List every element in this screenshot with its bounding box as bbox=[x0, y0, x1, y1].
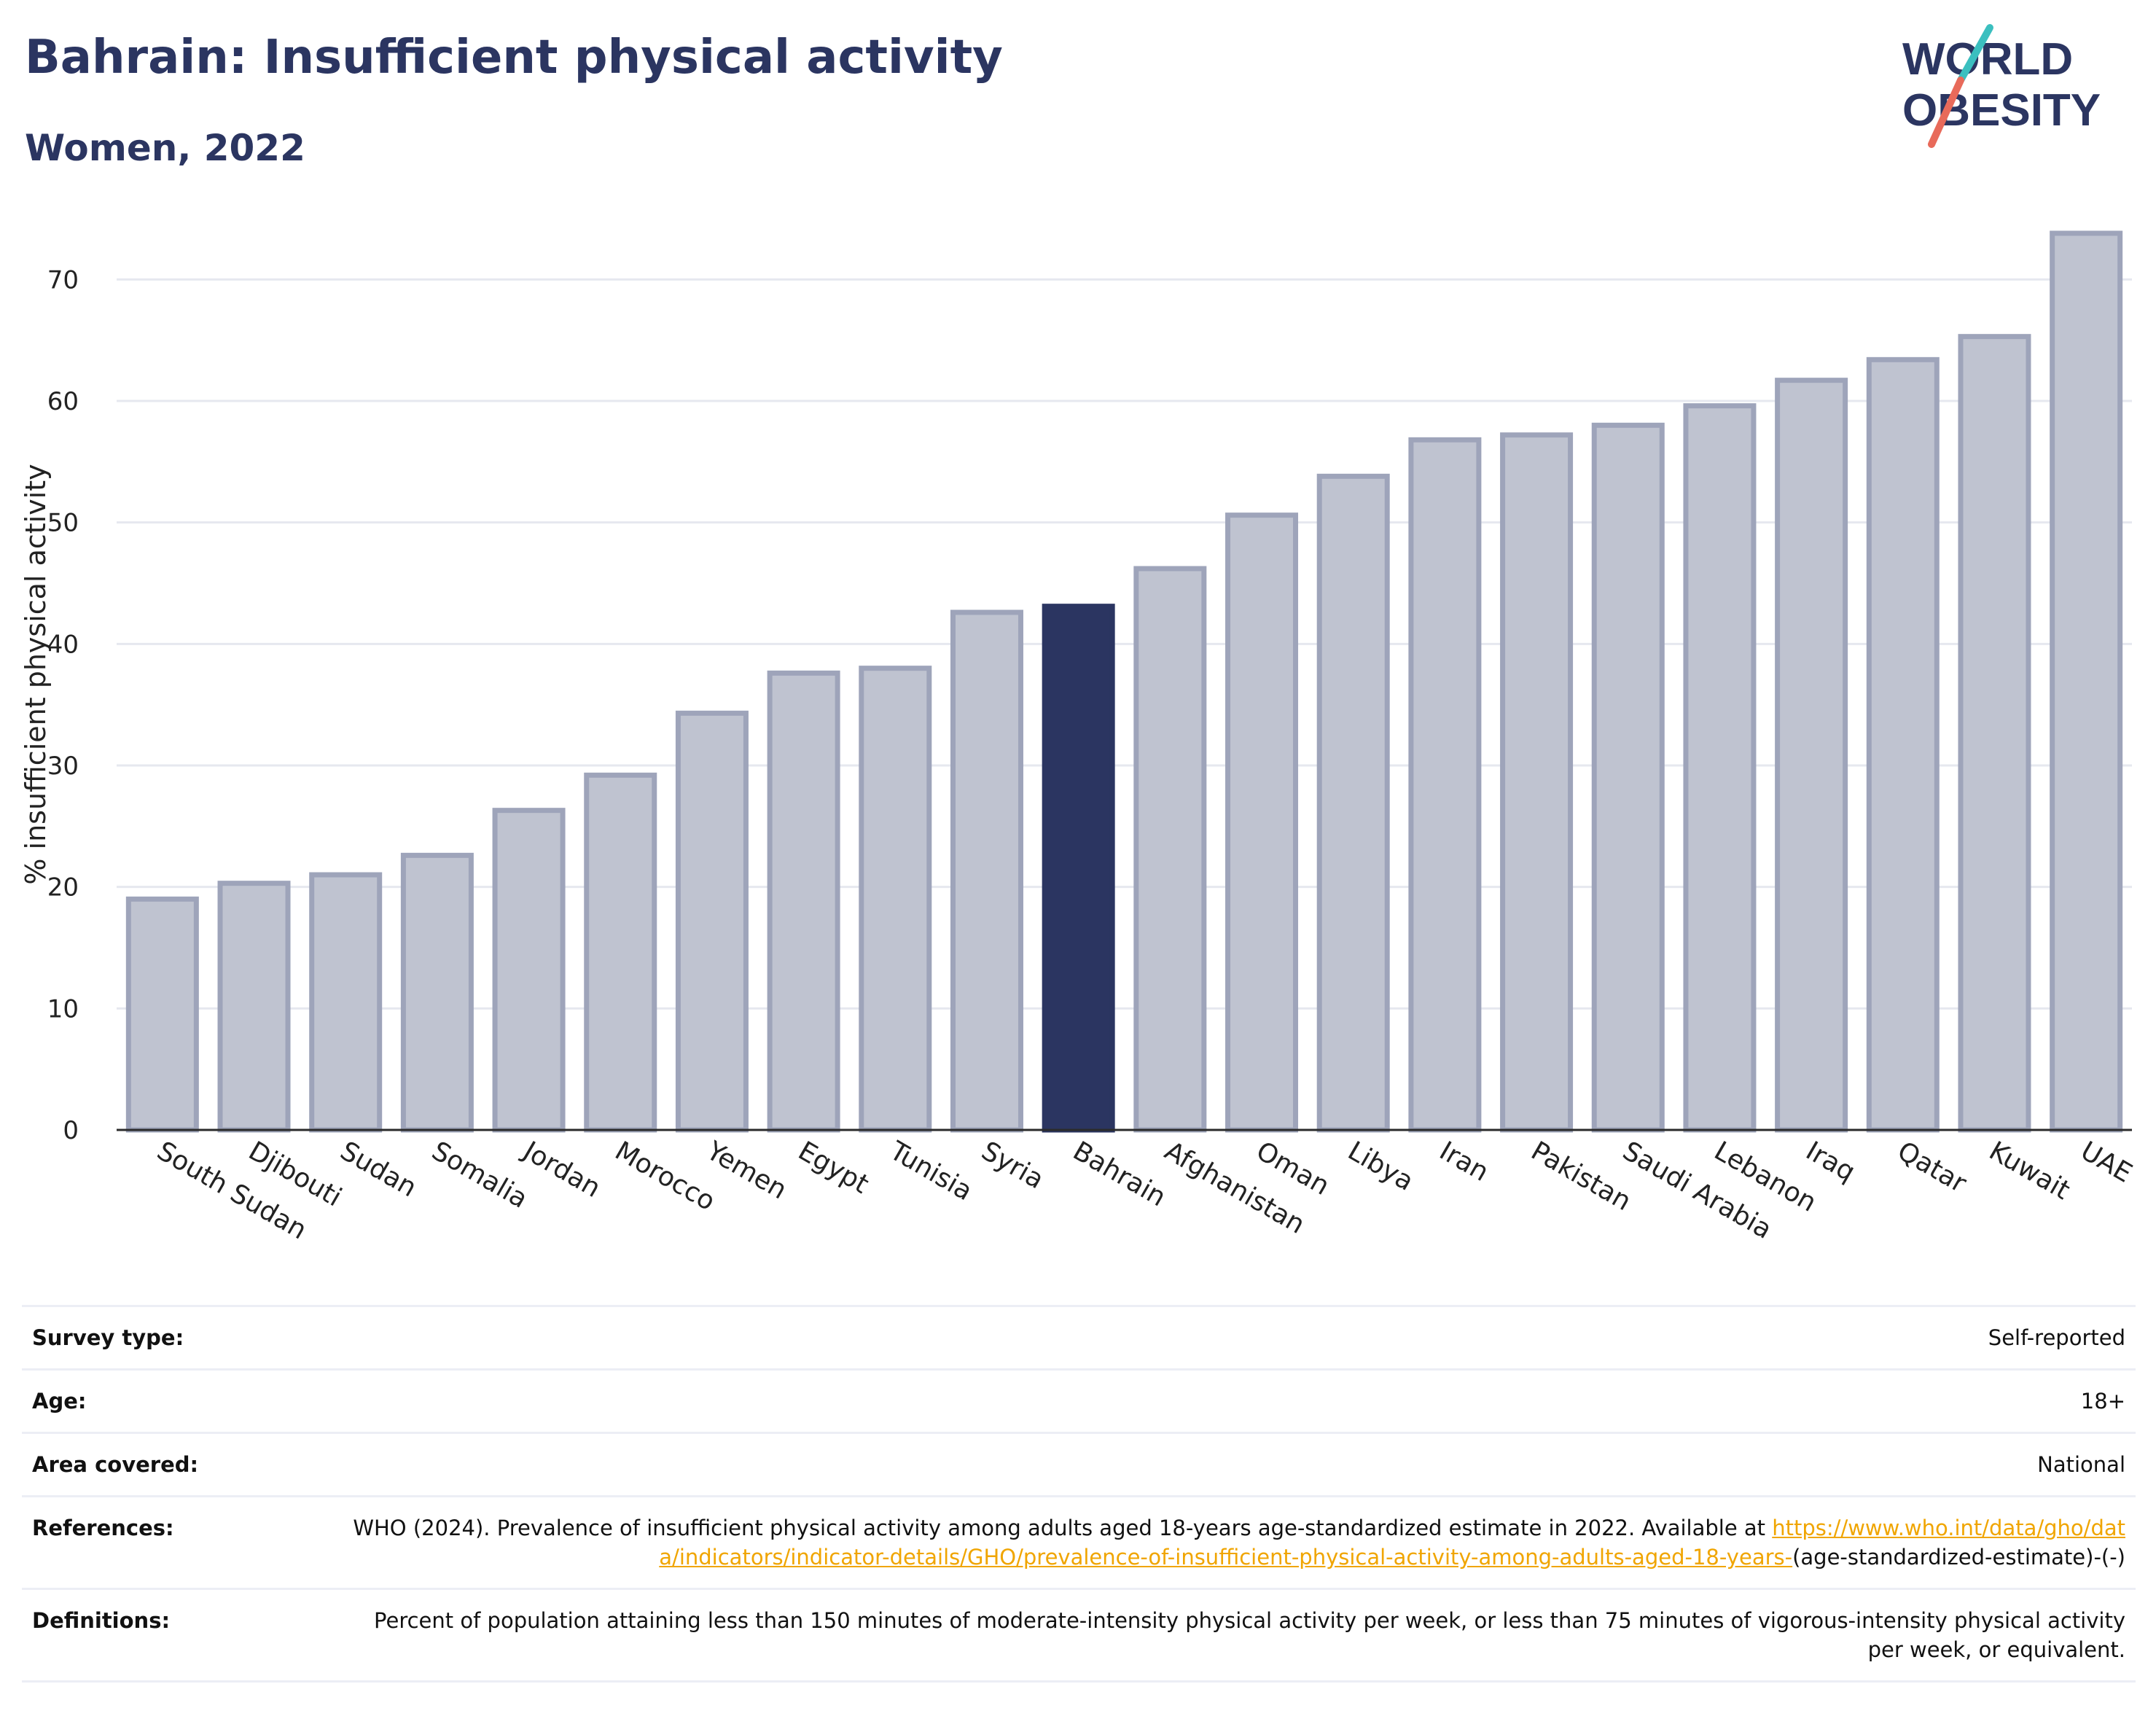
bar-somalia bbox=[400, 852, 474, 1133]
survey-type-label: Survey type: bbox=[32, 1325, 184, 1350]
references-suffix: (age-standardized-estimate)-(-) bbox=[1792, 1545, 2125, 1570]
bar-libya bbox=[1316, 473, 1390, 1133]
bar-kuwait bbox=[1958, 334, 2031, 1133]
bar-jordan bbox=[492, 808, 566, 1133]
survey-type-value: Self-reported bbox=[1988, 1325, 2125, 1350]
y-tick-label: 50 bbox=[47, 509, 79, 538]
svg-text:OBESITY: OBESITY bbox=[1902, 85, 2101, 136]
x-tick-label: Kuwait bbox=[1984, 1136, 2075, 1206]
y-axis-ticks: 0 10 20 30 40 50 60 70 bbox=[47, 265, 79, 1145]
x-tick-label: Sudan bbox=[335, 1136, 422, 1203]
bar-yemen bbox=[675, 710, 749, 1133]
x-tick-label: UAE bbox=[2076, 1136, 2137, 1188]
bar-lebanon bbox=[1683, 403, 1757, 1133]
references-value: WHO (2024). Prevalence of insufficient p… bbox=[338, 1513, 2125, 1572]
bar-morocco bbox=[584, 772, 657, 1133]
info-table: Survey type: Self-reported Age: 18+ Area… bbox=[22, 1305, 2136, 1683]
bar-oman bbox=[1225, 512, 1299, 1133]
bar-sudan bbox=[309, 872, 383, 1133]
y-tick-label: 70 bbox=[47, 265, 79, 295]
x-tick-label: Pakistan bbox=[1526, 1136, 1636, 1217]
definitions-label: Definitions: bbox=[32, 1608, 171, 1633]
svg-text:WORLD: WORLD bbox=[1902, 34, 2073, 85]
bar-chart: 0 10 20 30 40 50 60 70 South SudanDjiboutiSudan… bbox=[20, 230, 2137, 1246]
bar-iran bbox=[1408, 437, 1482, 1133]
x-tick-label: Syria bbox=[976, 1136, 1048, 1195]
bar-djibouti bbox=[217, 881, 291, 1133]
page-subtitle: Women, 2022 bbox=[25, 127, 305, 169]
bar-pakistan bbox=[1500, 432, 1574, 1133]
bar-south-sudan bbox=[125, 896, 199, 1133]
bar-saudi-arabia bbox=[1591, 422, 1665, 1133]
bar-syria bbox=[950, 609, 1023, 1133]
bar-tunisia bbox=[859, 666, 932, 1133]
definitions-value: Percent of population attaining less tha… bbox=[374, 1608, 2125, 1662]
area-covered-label: Area covered: bbox=[32, 1452, 199, 1477]
area-covered-value: National bbox=[2037, 1452, 2125, 1477]
definitions-row: Definitions: Percent of population attai… bbox=[22, 1588, 2136, 1683]
bar-iraq bbox=[1775, 378, 1848, 1133]
y-tick-label: 10 bbox=[47, 994, 79, 1024]
x-tick-label: Iran bbox=[1434, 1136, 1493, 1188]
y-axis-label: % insufficient physical activity bbox=[20, 464, 52, 884]
page-title: Bahrain: Insufficient physical activity bbox=[25, 31, 1003, 85]
x-tick-label: Libya bbox=[1343, 1136, 1418, 1197]
y-tick-label: 0 bbox=[63, 1116, 79, 1145]
x-tick-label: Bahrain bbox=[1068, 1136, 1171, 1212]
y-tick-label: 40 bbox=[47, 630, 79, 659]
x-tick-label: Iraq bbox=[1801, 1136, 1860, 1188]
x-tick-label: Qatar bbox=[1892, 1136, 1971, 1198]
x-tick-label: Somalia bbox=[426, 1136, 532, 1214]
world-obesity-logo: WORLD OBESITY bbox=[1902, 24, 2101, 148]
y-tick-label: 20 bbox=[47, 873, 79, 902]
bars bbox=[125, 230, 2123, 1133]
x-tick-label: Tunisia bbox=[884, 1136, 977, 1206]
bar-egypt bbox=[767, 670, 840, 1133]
age-value: 18+ bbox=[2080, 1389, 2125, 1414]
references-label: References: bbox=[32, 1516, 174, 1540]
y-tick-label: 60 bbox=[47, 387, 79, 416]
bar-afghanistan bbox=[1133, 566, 1207, 1133]
bar-qatar bbox=[1866, 356, 1940, 1133]
y-tick-label: 30 bbox=[47, 752, 79, 781]
references-text: WHO (2024). Prevalence of insufficient p… bbox=[353, 1516, 1766, 1540]
age-label: Age: bbox=[32, 1389, 87, 1414]
area-covered-row: Area covered: National bbox=[22, 1432, 2136, 1495]
references-link[interactable]: https://www.who.int/data/gho/data/indica… bbox=[659, 1516, 2125, 1570]
x-tick-label: Morocco bbox=[610, 1136, 720, 1217]
x-tick-label: Egypt bbox=[793, 1136, 873, 1199]
bar-bahrain bbox=[1042, 604, 1115, 1133]
bar-uae bbox=[2050, 230, 2123, 1133]
age-row: Age: 18+ bbox=[22, 1368, 2136, 1432]
x-tick-label: Jordan bbox=[517, 1135, 605, 1204]
references-row: References: WHO (2024). Prevalence of in… bbox=[22, 1495, 2136, 1588]
survey-type-row: Survey type: Self-reported bbox=[22, 1305, 2136, 1368]
